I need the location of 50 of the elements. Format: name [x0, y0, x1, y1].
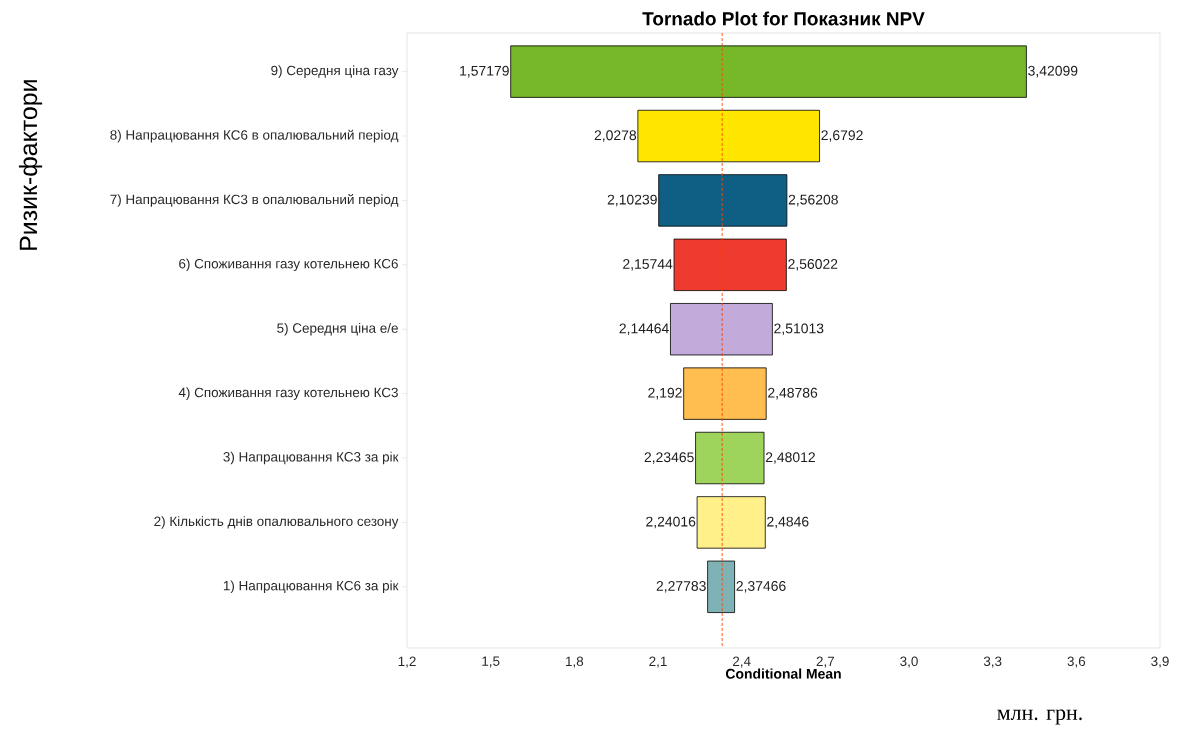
annotation: 2,51013 [774, 323, 824, 335]
bar [658, 174, 788, 227]
y-tick-label: 6) Споживання газу котельнею КС6 [179, 258, 398, 272]
y-tick-label: 8) Напрацювання КС6 в опалювальний період [110, 129, 399, 143]
annotation: 1,57179 [460, 65, 509, 78]
x-tick-label: 1,5 [482, 656, 500, 668]
x-tick-label: 1,8 [566, 656, 584, 668]
annotation: 2,6792 [821, 130, 863, 142]
annotation: 3,42099 [1028, 65, 1078, 78]
x-tick-label: 3,9 [1151, 656, 1169, 668]
bar [696, 496, 766, 549]
y-axis-title: Ризик-фактори [18, 80, 43, 250]
bar [695, 431, 765, 485]
bar [637, 109, 820, 163]
annotation: 2,0278 [594, 130, 637, 142]
x-axis-title: Conditional Mean [725, 668, 841, 679]
annotation: 2,56208 [788, 194, 838, 207]
x-tick-label: 3,3 [983, 656, 1002, 668]
annotation: 2,15744 [623, 259, 673, 271]
annotation: 2,37466 [736, 581, 786, 593]
annotation: 2,27783 [656, 581, 706, 593]
annotation: 2,10239 [607, 194, 657, 207]
annotation: 2,48786 [768, 387, 818, 400]
annotation: 2,56022 [788, 259, 838, 271]
x-tick-label: 3,0 [900, 656, 918, 668]
y-tick-label: 2) Кількість днів опалювального сезону [154, 516, 399, 529]
x-tick-label: 2,1 [649, 656, 667, 668]
annotation: 2,4846 [767, 516, 809, 529]
x-tick-label: 2,7 [816, 656, 835, 668]
y-tick-label: 4) Споживання газу котельнею КС3 [178, 387, 398, 400]
y-tick-label: 1) Напрацювання КС6 за рік [223, 580, 399, 594]
bar [673, 238, 787, 291]
x-tick-label: 1,2 [398, 656, 416, 668]
bar [510, 45, 1027, 98]
y-tick-label: 5) Середня ціна е/е [277, 322, 398, 336]
chart-title: Tornado Plot for Показник NPV [642, 11, 925, 26]
y-tick-label: 9) Середня ціна газу [271, 65, 399, 78]
annotation: 2,48012 [765, 452, 815, 464]
annotation: 2,14464 [619, 323, 669, 335]
bar [707, 560, 736, 613]
bar [670, 303, 773, 356]
text: млн. грн. [997, 709, 1082, 725]
annotation: 2,24016 [646, 516, 696, 529]
x-tick-label: 3,6 [1067, 656, 1086, 668]
x-tick-label: 2,4 [733, 656, 751, 668]
annotation: 2,192 [648, 387, 682, 400]
bar [683, 367, 767, 420]
y-tick-label: 3) Напрацювання КС3 за рік [223, 451, 399, 465]
annotation: 2,23465 [644, 452, 694, 464]
y-tick-label: 7) Напрацювання КС3 в опалювальний період [110, 194, 399, 207]
